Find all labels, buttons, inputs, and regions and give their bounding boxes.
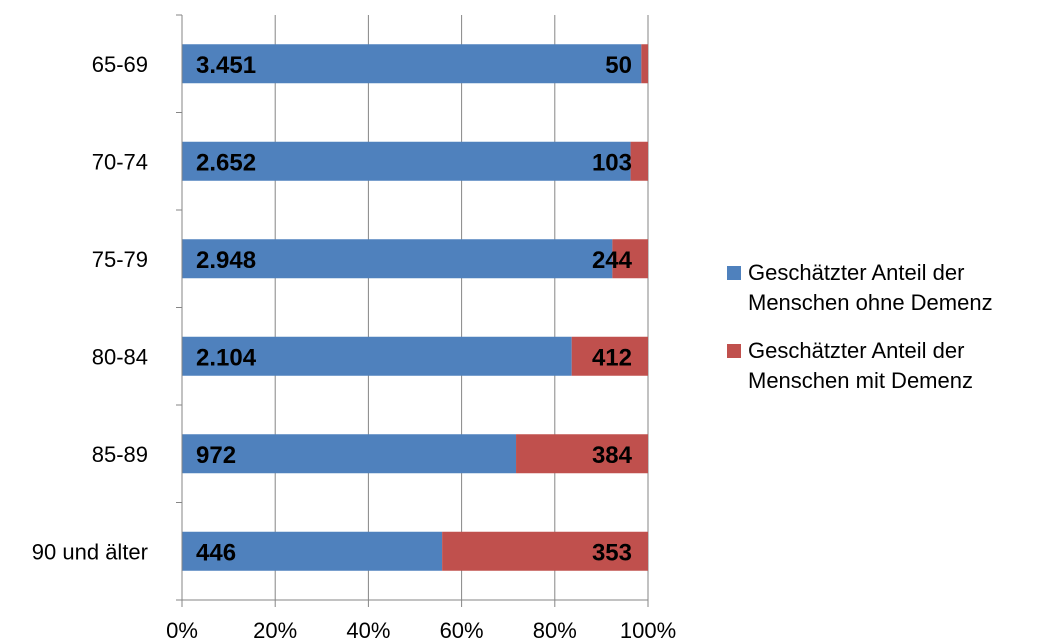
x-tick-label-3: 60% [440, 618, 484, 640]
legend-item-ohne-demenz: Geschätzter Anteil der Menschen ohne Dem… [722, 258, 1042, 318]
gridlines [274, 15, 649, 600]
data-label-s0-0: 3.451 [196, 52, 256, 79]
data-label-s0-3: 2.104 [196, 344, 257, 371]
x-tick-label-0: 0% [166, 618, 198, 640]
category-label-1: 70-74 [92, 149, 148, 174]
legend-label-mit-demenz: Geschätzter Anteil der Menschen mit Deme… [748, 338, 973, 393]
legend-swatch-ohne-demenz [727, 266, 741, 280]
data-label-s0-5: 446 [196, 539, 236, 566]
bar-s0-3 [182, 336, 572, 376]
legend-item-mit-demenz: Geschätzter Anteil der Menschen mit Deme… [722, 336, 1042, 396]
x-tick-label-5: 100% [620, 618, 676, 640]
bar-s1-5 [442, 531, 648, 571]
data-label-s1-4: 384 [592, 442, 633, 469]
data-label-s1-5: 353 [592, 539, 632, 566]
bar-s1-0 [641, 44, 648, 84]
data-label-s0-2: 2.948 [196, 247, 256, 274]
bar-s0-0 [182, 44, 642, 84]
bar-s0-4 [182, 434, 517, 474]
data-label-s0-4: 972 [196, 442, 236, 469]
category-label-5: 90 und älter [32, 539, 148, 564]
bar-s0-1 [182, 141, 631, 181]
legend-swatch-mit-demenz [727, 344, 741, 358]
legend-label-ohne-demenz: Geschätzter Anteil der Menschen ohne Dem… [748, 260, 993, 315]
bar-s1-2 [612, 239, 648, 279]
bar-s1-4 [516, 434, 648, 474]
category-label-3: 80-84 [92, 344, 148, 369]
legend: Geschätzter Anteil der Menschen ohne Dem… [722, 258, 1042, 414]
axes: 0% 20% 40% 60% 80% 100% [166, 14, 676, 640]
bar-s1-1 [630, 141, 648, 181]
data-label-s1-1: 103 [592, 149, 632, 176]
x-tick-label-2: 40% [346, 618, 390, 640]
bars [182, 44, 648, 571]
data-label-s1-0: 50 [605, 52, 632, 79]
category-label-4: 85-89 [92, 442, 148, 467]
bar-s0-5 [182, 531, 443, 571]
data-label-s1-3: 412 [592, 344, 632, 371]
bar-s1-3 [571, 336, 648, 376]
labels: 65-69 3.451 50 70-74 2.652 103 75-79 2.948 244 80… [32, 52, 633, 567]
x-tick-label-4: 80% [533, 618, 577, 640]
category-label-0: 65-69 [92, 52, 148, 77]
data-label-s1-2: 244 [592, 247, 633, 274]
data-label-s0-1: 2.652 [196, 149, 256, 176]
bar-s0-2 [182, 239, 613, 279]
x-tick-label-1: 20% [253, 618, 297, 640]
category-label-2: 75-79 [92, 247, 148, 272]
